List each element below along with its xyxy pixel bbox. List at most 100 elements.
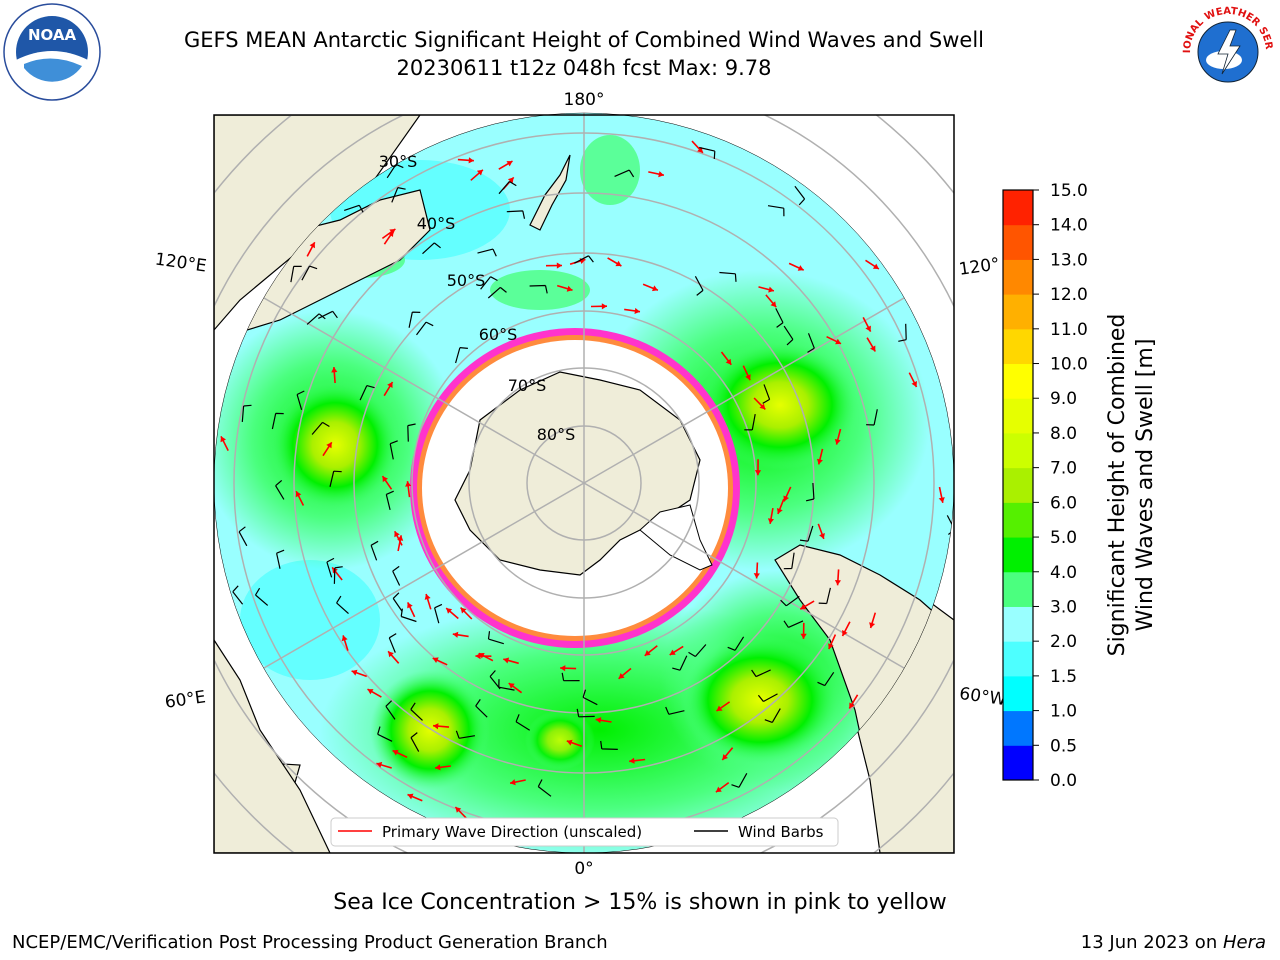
wave-arrow-head [834,580,841,586]
nws-logo: NATIONAL WEATHER SERVICE [1178,2,1276,100]
wind-barb [537,779,552,797]
wind-barb [665,706,685,715]
wave-arrow-head [566,285,573,292]
colorbar-segment [1003,398,1033,434]
wind-barb [392,565,401,586]
wind-barb [498,679,515,691]
title-line1: GEFS MEAN Antarctic Significant Height o… [183,28,985,52]
wave-arrow-head [510,779,516,786]
wind-barb [574,255,594,264]
colorbar-segment [1003,641,1033,677]
wind-barb [783,620,804,628]
wave-arrow-head [220,436,226,443]
wind-barb [241,404,252,422]
wind-barb [389,440,398,460]
wave-arrow-head [446,608,453,614]
colorbar-label-line1: Significant Height of Combined [1105,314,1130,657]
wind-barb [694,276,704,296]
wind-barb [391,187,406,203]
wind-barb [326,557,335,578]
colorbar-segment [1003,467,1033,503]
wave-arrow-head [476,169,483,176]
wind-barb [794,185,806,206]
wave-arrow-head [407,602,413,609]
wave-arrow-head [753,573,760,579]
colorbar-segment [1003,502,1033,538]
lat-label-80s: 80°S [537,425,576,444]
wave-arrow-head [507,177,514,184]
colorbar-tick-label: 0.5 [1050,736,1077,756]
colorbar-segment [1003,328,1033,365]
colorbar-segment [1003,259,1033,295]
lat-label-40s: 40°S [417,214,456,233]
wave-arrow-head [754,470,762,476]
footer-branch: NCEP/EMC/Verification Post Processing Pr… [12,932,608,953]
wind-barb [475,699,488,718]
chart-title: GEFS MEAN Antarctic Significant Height o… [144,26,1024,82]
africa-land [214,638,331,853]
footer-date-text: 13 Jun 2023 on [1080,932,1223,953]
wave-arrow-head [560,665,566,672]
wave-arrow-head [433,723,439,730]
wind-barb [783,552,795,570]
wave-arrow-head [869,622,876,628]
wind-barb [807,333,815,353]
map-frame [213,114,955,854]
wind-barb [301,265,318,281]
wave-arrow-head [376,761,383,768]
wind-barb [410,732,420,752]
wind-barb [487,286,507,299]
wind-barb [296,390,305,410]
wind-barb [385,700,396,720]
wave-arrow-head [816,458,823,465]
wave-arrow-head [615,260,622,267]
colorbar-tick-label: 2.0 [1050,632,1077,652]
legend-wave-direction: Primary Wave Direction (unscaled) [382,823,642,841]
colorbar-tick-label: 5.0 [1050,528,1077,548]
wave-arrow-head [715,786,722,793]
wave-arrow-head [828,643,834,650]
wind-barb [672,655,688,671]
colorbar-segment [1003,537,1033,573]
wave-arrow-head [835,338,841,345]
lat-label-50s: 50°S [447,271,486,290]
wave-arrow-head [870,345,876,352]
wind-barb [370,540,379,561]
wind-barb [388,633,397,653]
wind-barb [506,210,526,219]
wave-arrow-head [776,508,783,514]
wave-arrow-head [478,653,485,659]
wind-barb [561,672,580,682]
wind-barb [600,740,618,750]
wave-arrow-head [367,689,374,695]
colorbar-segment [1003,710,1033,746]
wave-arrow-head [618,673,625,679]
wave-arrow-head [435,764,441,771]
wave-arrow-head [819,533,825,539]
wind-barb [719,271,737,282]
wave-arrow-head [405,481,412,487]
wave-arrow-head [475,653,481,660]
wind-barb [400,608,417,623]
wave-arrow-head [506,161,513,167]
wind-barb [306,313,326,325]
wave-arrow-head [629,757,635,764]
wind-barb [780,595,800,607]
wind-barb [783,325,794,346]
wind-barb [359,385,375,401]
wave-arrow-head [745,374,751,381]
wind-barb [757,693,778,703]
wind-barb [232,585,244,605]
wave-arrow-head [834,438,841,445]
wave-arrow-head [797,265,804,271]
wind-barb [699,146,716,160]
wave-arrow-head [407,793,414,800]
wind-barb [477,248,497,257]
footer-date: 13 Jun 2023 on Hera [1081,932,1266,953]
wave-arrow-head [309,242,315,249]
lon-label-60e: 60°E [164,687,207,712]
colorbar-segment [1003,571,1033,607]
noaa-logo-text: NOAA [28,26,77,44]
colorbar-tick-label: 0.0 [1050,771,1077,791]
wind-barb [805,482,815,502]
